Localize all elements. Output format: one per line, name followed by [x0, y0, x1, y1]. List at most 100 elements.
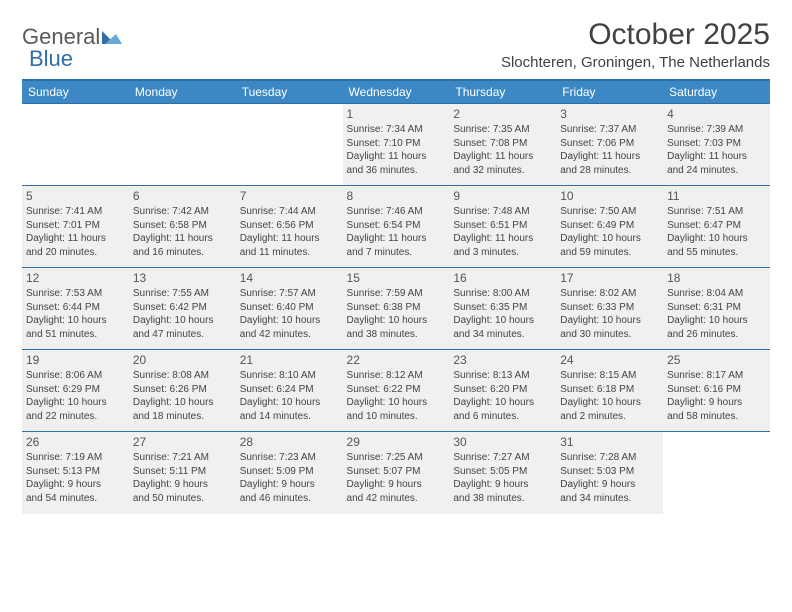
daylight-line1: Daylight: 10 hours: [240, 396, 339, 410]
daylight-line1: Daylight: 9 hours: [240, 478, 339, 492]
sunrise: Sunrise: 8:00 AM: [453, 287, 552, 301]
day-number: 28: [240, 435, 339, 449]
day-info: Sunrise: 8:10 AMSunset: 6:24 PMDaylight:…: [240, 369, 339, 423]
calendar-cell: [663, 432, 770, 514]
day-number: 7: [240, 189, 339, 203]
sunrise: Sunrise: 7:27 AM: [453, 451, 552, 465]
day-number: 9: [453, 189, 552, 203]
day-number: 26: [26, 435, 125, 449]
day-info: Sunrise: 7:50 AMSunset: 6:49 PMDaylight:…: [560, 205, 659, 259]
sunset: Sunset: 7:06 PM: [560, 137, 659, 151]
day-info: Sunrise: 8:08 AMSunset: 6:26 PMDaylight:…: [133, 369, 232, 423]
day-info: Sunrise: 7:55 AMSunset: 6:42 PMDaylight:…: [133, 287, 232, 341]
sunrise: Sunrise: 8:12 AM: [347, 369, 446, 383]
day-number: 13: [133, 271, 232, 285]
daylight-line2: and 38 minutes.: [453, 492, 552, 506]
sunset: Sunset: 6:29 PM: [26, 383, 125, 397]
calendar-cell: 27Sunrise: 7:21 AMSunset: 5:11 PMDayligh…: [129, 432, 236, 514]
daylight-line1: Daylight: 11 hours: [560, 150, 659, 164]
sunset: Sunset: 6:56 PM: [240, 219, 339, 233]
day-number: 31: [560, 435, 659, 449]
sunrise: Sunrise: 8:04 AM: [667, 287, 766, 301]
sunrise: Sunrise: 8:15 AM: [560, 369, 659, 383]
sunrise: Sunrise: 7:50 AM: [560, 205, 659, 219]
sunrise: Sunrise: 7:23 AM: [240, 451, 339, 465]
calendar-cell: 14Sunrise: 7:57 AMSunset: 6:40 PMDayligh…: [236, 268, 343, 350]
sunset: Sunset: 6:24 PM: [240, 383, 339, 397]
sunrise: Sunrise: 7:53 AM: [26, 287, 125, 301]
sunset: Sunset: 6:40 PM: [240, 301, 339, 315]
calendar-cell: [22, 104, 129, 186]
sunrise: Sunrise: 7:42 AM: [133, 205, 232, 219]
calendar-cell: 23 Sunrise: 8:13 AMSunset: 6:20 PMDayligh…: [449, 350, 556, 432]
sunset: Sunset: 5:03 PM: [560, 465, 659, 479]
day-header: Thursday: [449, 80, 556, 104]
calendar-cell: 11Sunrise: 7:51 AMSunset: 6:47 PMDayligh…: [663, 186, 770, 268]
sunset: Sunset: 6:20 PM: [453, 383, 552, 397]
sunset: Sunset: 6:51 PM: [453, 219, 552, 233]
calendar-cell: 13 Sunrise: 7:55 AMSunset: 6:42 PMDayligh…: [129, 268, 236, 350]
sunset: Sunset: 6:31 PM: [667, 301, 766, 315]
daylight-line2: and 16 minutes.: [133, 246, 232, 260]
sunrise: Sunrise: 8:13 AM: [453, 369, 552, 383]
daylight-line1: Daylight: 10 hours: [560, 396, 659, 410]
day-info: Sunrise: 8:02 AMSunset: 6:33 PMDaylight:…: [560, 287, 659, 341]
daylight-line2: and 24 minutes.: [667, 164, 766, 178]
daylight-line1: Daylight: 9 hours: [133, 478, 232, 492]
calendar-cell: 24Sunrise: 8:15 AMSunset: 6:18 PMDayligh…: [556, 350, 663, 432]
sunset: Sunset: 6:26 PM: [133, 383, 232, 397]
day-info: Sunrise: 8:13 AMSunset: 6:20 PMDaylight:…: [453, 369, 552, 423]
day-info: Sunrise: 7:59 AMSunset: 6:38 PMDaylight:…: [347, 287, 446, 341]
day-number: 3: [560, 107, 659, 121]
calendar-cell: 25Sunrise: 8:17 AMSunset: 6:16 PMDayligh…: [663, 350, 770, 432]
daylight-line2: and 32 minutes.: [453, 164, 552, 178]
day-info: Sunrise: 7:57 AMSunset: 6:40 PMDaylight:…: [240, 287, 339, 341]
day-number: 6: [133, 189, 232, 203]
daylight-line2: and 51 minutes.: [26, 328, 125, 342]
day-info: Sunrise: 7:28 AMSunset: 5:03 PMDaylight:…: [560, 451, 659, 505]
day-number: 23: [453, 353, 552, 367]
sunset: Sunset: 7:03 PM: [667, 137, 766, 151]
daylight-line2: and 34 minutes.: [453, 328, 552, 342]
sunrise: Sunrise: 7:34 AM: [347, 123, 446, 137]
sunset: Sunset: 5:13 PM: [26, 465, 125, 479]
daylight-line2: and 14 minutes.: [240, 410, 339, 424]
sunset: Sunset: 7:10 PM: [347, 137, 446, 151]
day-info: Sunrise: 7:51 AMSunset: 6:47 PMDaylight:…: [667, 205, 766, 259]
daylight-line1: Daylight: 10 hours: [347, 396, 446, 410]
day-info: Sunrise: 7:34 AMSunset: 7:10 PMDaylight:…: [347, 123, 446, 177]
title-block: October 2025 Slochteren, Groningen, The …: [501, 18, 770, 71]
day-info: Sunrise: 8:00 AMSunset: 6:35 PMDaylight:…: [453, 287, 552, 341]
day-number: 25: [667, 353, 766, 367]
calendar-cell: 10Sunrise: 7:50 AMSunset: 6:49 PMDayligh…: [556, 186, 663, 268]
day-number: 17: [560, 271, 659, 285]
sunrise: Sunrise: 7:44 AM: [240, 205, 339, 219]
calendar-cell: 9Sunrise: 7:48 AMSunset: 6:51 PMDaylight…: [449, 186, 556, 268]
sunset: Sunset: 6:47 PM: [667, 219, 766, 233]
calendar-cell: 2Sunrise: 7:35 AMSunset: 7:08 PMDaylight…: [449, 104, 556, 186]
day-number: 24: [560, 353, 659, 367]
daylight-line2: and 2 minutes.: [560, 410, 659, 424]
daylight-line1: Daylight: 10 hours: [560, 314, 659, 328]
daylight-line2: and 47 minutes.: [133, 328, 232, 342]
calendar-cell: 3Sunrise: 7:37 AMSunset: 7:06 PMDaylight…: [556, 104, 663, 186]
sunset: Sunset: 6:58 PM: [133, 219, 232, 233]
daylight-line2: and 54 minutes.: [26, 492, 125, 506]
calendar-cell: 20Sunrise: 8:08 AMSunset: 6:26 PMDayligh…: [129, 350, 236, 432]
month-title: October 2025: [501, 18, 770, 52]
day-number: 27: [133, 435, 232, 449]
calendar-cell: 26Sunrise: 7:19 AMSunset: 5:13 PMDayligh…: [22, 432, 129, 514]
daylight-line1: Daylight: 10 hours: [133, 396, 232, 410]
daylight-line1: Daylight: 10 hours: [667, 232, 766, 246]
daylight-line2: and 30 minutes.: [560, 328, 659, 342]
calendar-cell: 30 Sunrise: 7:27 AMSunset: 5:05 PMDayligh…: [449, 432, 556, 514]
day-number: 30: [453, 435, 552, 449]
daylight-line2: and 58 minutes.: [667, 410, 766, 424]
calendar-cell: 15 Sunrise: 7:59 AMSunset: 6:38 PMDayligh…: [343, 268, 450, 350]
sunrise: Sunrise: 7:35 AM: [453, 123, 552, 137]
sunset: Sunset: 6:42 PM: [133, 301, 232, 315]
day-info: Sunrise: 7:46 AMSunset: 6:54 PMDaylight:…: [347, 205, 446, 259]
day-info: Sunrise: 7:27 AMSunset: 5:05 PMDaylight:…: [453, 451, 552, 505]
day-number: 15: [347, 271, 446, 285]
day-info: Sunrise: 7:53 AMSunset: 6:44 PMDaylight:…: [26, 287, 125, 341]
